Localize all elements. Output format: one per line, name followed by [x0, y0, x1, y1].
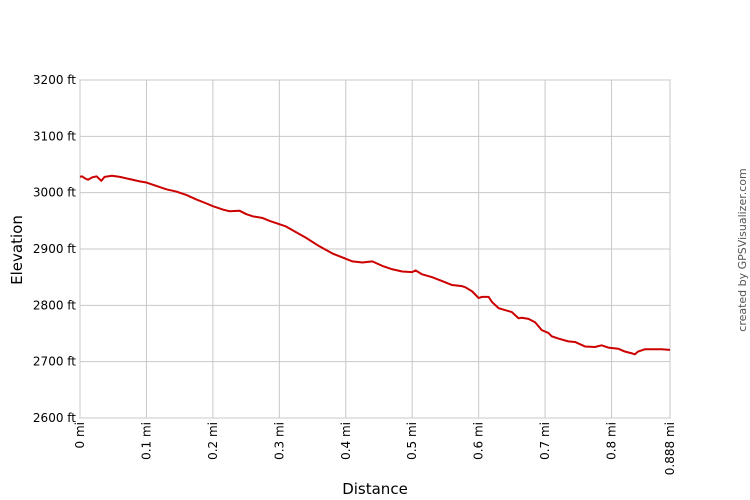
- y-tick-label: 2700 ft: [33, 355, 76, 369]
- y-axis-label: Elevation: [8, 215, 26, 285]
- y-tick-label: 2900 ft: [33, 242, 76, 256]
- x-tick-label: 0.4 mi: [339, 422, 353, 460]
- y-tick-label: 2800 ft: [33, 298, 76, 312]
- credit-text: created by GPSVisualizer.com: [736, 168, 749, 331]
- x-axis-label: Distance: [342, 480, 408, 498]
- y-tick-label: 2600 ft: [33, 411, 76, 425]
- x-axis-ticks: 0 mi 0.1 mi 0.2 mi 0.3 mi 0.4 mi 0.5 mi 0.6 mi…: [73, 422, 677, 475]
- x-tick-label: 0.6 mi: [472, 422, 486, 460]
- x-tick-label: 0.2 mi: [206, 422, 220, 460]
- y-tick-label: 3000 ft: [33, 186, 76, 200]
- x-tick-label: 0.1 mi: [139, 422, 153, 460]
- x-tick-label: 0 mi: [73, 422, 87, 448]
- x-tick-label: 0.7 mi: [538, 422, 552, 460]
- x-tick-label: 0.3 mi: [272, 422, 286, 460]
- elevation-series-line: [79, 174, 671, 356]
- grid: [79, 79, 671, 419]
- y-tick-label: 3100 ft: [33, 129, 76, 143]
- x-tick-label: 0.5 mi: [405, 422, 419, 460]
- x-tick-label: 0.888 mi: [663, 422, 677, 475]
- y-axis-ticks: 2600 ft 2700 ft 2800 ft 2900 ft 3000 ft 3100 …: [33, 73, 76, 425]
- x-tick-label: 0.8 mi: [605, 422, 619, 460]
- y-tick-label: 3200 ft: [33, 73, 76, 87]
